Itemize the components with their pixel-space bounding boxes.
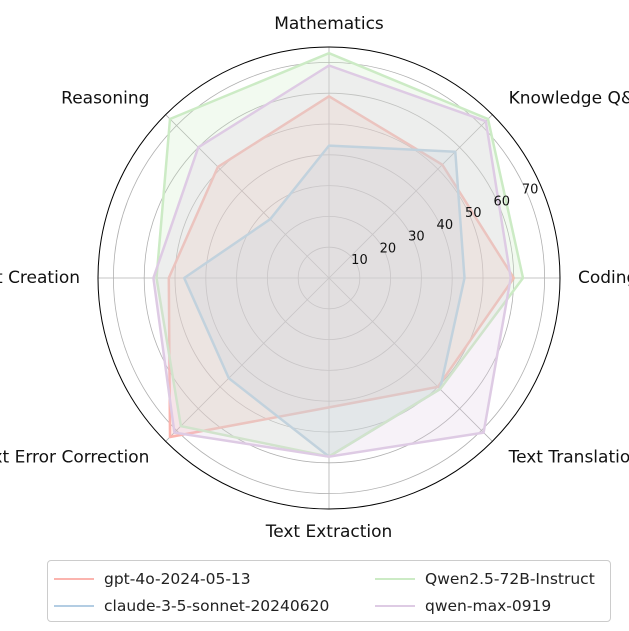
legend-item-claude: claude-3-5-sonnet-20240620	[54, 596, 329, 616]
r-tick-label: 30	[408, 230, 425, 245]
legend-label-qwen-max: qwen-max-0919	[425, 597, 552, 615]
outer-frame	[97, 46, 561, 510]
r-tick-label: 60	[493, 194, 510, 209]
legend-label-qwen2-5: Qwen2.5-72B-Instruct	[425, 570, 595, 588]
legend-swatch-qwen2-5	[375, 578, 415, 580]
legend-swatch-qwen-max	[375, 605, 415, 607]
r-tick-label: 50	[465, 206, 482, 221]
radar-series	[152, 51, 525, 458]
r-tick-label: 10	[351, 253, 368, 268]
legend-swatch-claude	[54, 605, 94, 607]
legend-item-gpt-4o: gpt-4o-2024-05-13	[54, 569, 251, 589]
radar-grid	[97, 46, 561, 510]
legend-label-claude: claude-3-5-sonnet-20240620	[104, 597, 330, 615]
legend-label-gpt-4o: gpt-4o-2024-05-13	[104, 570, 251, 588]
axis-label: Text Creation	[0, 268, 80, 288]
spoke-line	[165, 277, 330, 442]
series-area-3	[152, 64, 512, 458]
axis-label: Text Error Correction	[0, 448, 149, 468]
axis-label: Text Translation	[508, 448, 629, 468]
axis-label: Mathematics	[274, 14, 384, 34]
spoke-line	[328, 114, 493, 279]
r-tick-label: 20	[380, 241, 397, 256]
spoke-line	[328, 277, 493, 442]
axis-label: Coding	[578, 268, 629, 288]
r-tick-label: 70	[522, 182, 539, 197]
spoke-line	[165, 114, 330, 279]
legend-item-qwen2-5: Qwen2.5-72B-Instruct	[375, 569, 595, 589]
legend-swatch-gpt-4o	[54, 578, 94, 580]
r-tick-label: 40	[437, 218, 454, 233]
series-area-0	[167, 95, 516, 439]
axis-label: Text Extraction	[265, 522, 393, 542]
axis-label: Reasoning	[61, 88, 149, 108]
radar-labels: 10 20 30 40 50 60 70 Mathematics Knowledge Q&A Co…	[0, 14, 629, 542]
legend: gpt-4o-2024-05-13 claude-3-5-sonnet-2024…	[47, 560, 611, 622]
axis-label: Knowledge Q&A	[509, 88, 629, 108]
legend-item-qwen-max: qwen-max-0919	[375, 596, 551, 616]
